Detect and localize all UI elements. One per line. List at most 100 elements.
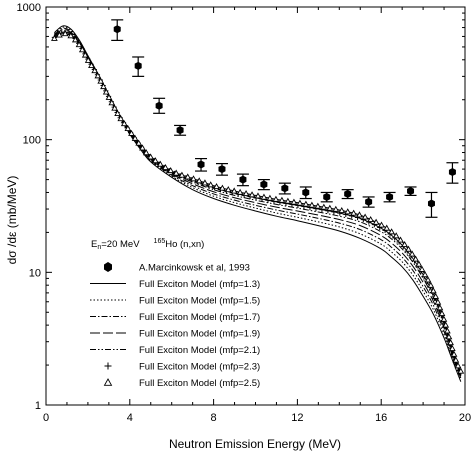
series-7-marker <box>338 206 346 214</box>
series-7-marker <box>421 271 429 278</box>
legend-symbol-plus <box>104 362 112 370</box>
experimental-point <box>260 180 268 189</box>
series-7-marker <box>260 193 268 200</box>
series-7-marker <box>78 46 86 53</box>
legend-header: En=20 MeV 165Ho (n,xn) <box>91 238 204 251</box>
series-7-marker <box>320 203 328 210</box>
series-7-marker <box>290 198 298 205</box>
experimental-point <box>281 184 289 193</box>
legend-label: Full Exciton Model (mfp=1.3) <box>139 279 260 290</box>
series-7-marker <box>444 327 451 334</box>
series-7-marker <box>367 215 375 223</box>
series-7-marker <box>94 72 102 79</box>
series-7-marker <box>454 362 462 369</box>
series-7-marker <box>120 120 128 127</box>
series-7-marker <box>131 134 139 141</box>
series-7-marker <box>430 287 437 294</box>
series-7-marker <box>383 224 391 231</box>
legend-reaction: Ho (n,xn) <box>165 239 204 250</box>
series-7-marker <box>242 190 250 197</box>
experimental-point <box>155 101 163 110</box>
series-7-marker <box>314 202 322 209</box>
series-7-marker <box>224 186 232 193</box>
series-7-marker <box>167 166 175 174</box>
model-markers <box>51 29 465 376</box>
legend-label: Full Exciton Model (mfp=2.3) <box>139 362 260 373</box>
series-7-marker <box>254 192 262 199</box>
series-7-marker <box>142 149 150 156</box>
series-7-marker <box>272 195 280 202</box>
series-7-marker <box>434 298 442 305</box>
series-7-marker <box>427 281 435 288</box>
series-7-marker <box>356 211 363 218</box>
legend-label: A.Marcinkowsk et al, 1993 <box>139 263 250 274</box>
series-7-marker <box>440 315 448 322</box>
series-7-marker <box>388 228 395 235</box>
series-7-marker <box>445 333 453 340</box>
series-7-marker <box>213 182 220 190</box>
series-line-5 <box>54 30 462 375</box>
series-7-marker <box>350 209 358 216</box>
experimental-point <box>427 199 435 208</box>
x-tick-label: 12 <box>291 412 303 424</box>
series-7-marker <box>408 250 416 257</box>
series-7-marker <box>344 208 352 215</box>
series-7-marker <box>88 61 95 68</box>
series-7-marker <box>284 197 292 204</box>
series-7-marker <box>147 153 154 160</box>
series-7-marker <box>135 139 143 146</box>
series-line-2 <box>54 26 462 380</box>
series-7-marker <box>378 221 385 228</box>
experimental-point <box>448 168 456 177</box>
series-7-marker <box>172 169 180 176</box>
series-7-marker <box>178 171 186 178</box>
series-7-marker <box>84 56 92 63</box>
series-7-marker <box>56 31 63 38</box>
series-7-marker <box>296 199 304 206</box>
y-axis-label: dσ /dε (mb/MeV) <box>5 176 19 265</box>
series-7-marker <box>195 177 203 184</box>
series-7-marker <box>418 265 426 272</box>
series-7-marker <box>302 200 310 207</box>
series-7-marker <box>405 245 412 252</box>
legend-energy-value: =20 MeV <box>101 239 140 250</box>
series-7-marker <box>397 236 404 243</box>
x-tick-label: 0 <box>43 412 49 424</box>
series-7-marker <box>401 240 408 248</box>
experimental-point <box>176 126 184 135</box>
legend-symbol-experiment <box>104 262 112 272</box>
series-7-marker <box>308 201 316 208</box>
series-7-marker <box>114 109 121 116</box>
y-tick-label: 10 <box>29 267 41 279</box>
legend-label: Full Exciton Model (mfp=1.5) <box>139 296 260 307</box>
series-7-marker <box>100 83 107 90</box>
legend: En=20 MeV 165Ho (n,xn) A.Marcinkowsk et a… <box>90 238 260 389</box>
series-7-marker <box>415 260 423 267</box>
series-7-marker <box>51 34 58 41</box>
series-7-marker <box>67 32 75 39</box>
experimental-point <box>407 187 415 196</box>
series-7-marker <box>105 93 113 100</box>
series-7-marker <box>75 41 83 48</box>
series-7-marker <box>457 367 465 374</box>
series-7-marker <box>111 104 119 111</box>
series-7-marker <box>442 321 450 328</box>
series-7-marker <box>266 194 274 201</box>
series-7-marker <box>97 77 105 84</box>
series-7-marker <box>392 232 400 239</box>
series-7-marker <box>91 67 99 74</box>
series-7-marker <box>81 51 89 58</box>
series-7-marker <box>248 191 256 198</box>
legend-label: Full Exciton Model (mfp=1.9) <box>139 329 260 340</box>
series-line-4 <box>54 29 462 377</box>
series-7-marker <box>230 187 238 194</box>
x-axis-label: Neutron Emission Energy (MeV) <box>169 437 341 451</box>
series-7-marker <box>156 160 164 167</box>
legend-mass-number: 165 <box>154 238 166 245</box>
series-7-marker <box>438 309 446 317</box>
series-7-marker <box>448 344 456 351</box>
x-tick-label: 20 <box>459 412 471 424</box>
series-7-marker <box>124 124 132 132</box>
series-7-marker <box>412 255 419 262</box>
